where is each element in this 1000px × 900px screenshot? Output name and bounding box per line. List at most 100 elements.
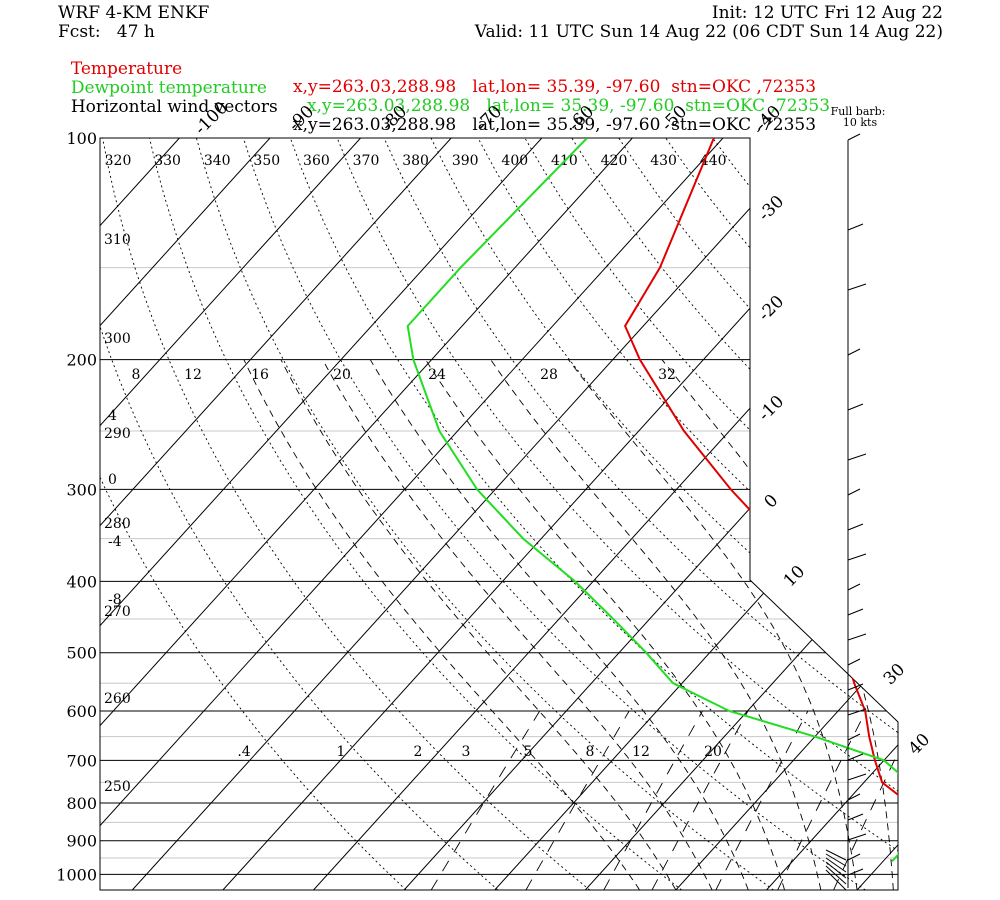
theta-label: 370	[353, 153, 380, 169]
legend-wind: Horizontal wind vectors x,y=263.03,288.9…	[60, 80, 816, 134]
wind-barb	[847, 683, 864, 691]
temperature-label: 30	[880, 660, 909, 689]
wind-barb	[847, 753, 864, 761]
isotherm	[131, 138, 814, 890]
pressure-label: 1000	[56, 865, 97, 884]
legend-temperature-label: Temperature	[70, 59, 183, 79]
wind-barb	[825, 849, 847, 861]
dewpoint-profile	[406, 138, 898, 862]
pressure-label: 600	[66, 702, 97, 721]
isotherm	[766, 138, 898, 890]
mixing-ratio-line	[715, 710, 809, 890]
isotherm	[403, 138, 898, 890]
dry-adiabat	[618, 138, 898, 890]
dry-adiabat	[994, 138, 1000, 890]
temperature-label: 40	[905, 730, 934, 759]
mixing-ratio-line	[430, 710, 541, 890]
theta-label: 390	[452, 153, 479, 169]
theta-left-label: 280	[104, 516, 131, 532]
temperature-label: -50	[658, 102, 692, 136]
wind-barb	[847, 853, 861, 861]
temperature-label: 10	[780, 562, 809, 591]
isotherm	[222, 138, 898, 890]
wind-barb	[847, 813, 864, 821]
legend-dewpoint-label: Dewpoint temperature	[70, 78, 267, 98]
pressure-label: 900	[66, 832, 97, 851]
wind-barb	[847, 523, 864, 531]
isotherm	[675, 138, 898, 890]
isotherm	[100, 138, 180, 890]
mixing-ratio-label: 20	[704, 744, 722, 760]
mixing-ratio-label: .4	[237, 744, 250, 760]
legend-dewpoint: Dewpoint temperature x,y=263.03,288.98 l…	[60, 61, 830, 115]
dry-adiabat	[242, 138, 866, 890]
theta-e-label: 16	[251, 367, 269, 383]
theta-left-label: 260	[104, 691, 131, 707]
barb-legend-title: Full barb:	[831, 105, 886, 118]
model-title: WRF 4-KM ENKF	[58, 3, 210, 23]
theta-label: 320	[105, 153, 132, 169]
mixing-ratio-label: 1	[337, 744, 346, 760]
theta-left-label: 310	[104, 232, 131, 248]
legend-wind-info: x,y=263.03,288.98 lat,lon= 35.39, -97.60…	[293, 115, 817, 135]
wind-barb	[847, 403, 864, 411]
valid-time: Valid: 11 UTC Sun 14 Aug 22 (06 CDT Sun …	[474, 22, 943, 42]
theta-label: 420	[601, 153, 628, 169]
dry-adiabat	[100, 138, 499, 890]
wind-barb	[847, 773, 867, 781]
theta-label: 430	[650, 153, 677, 169]
temperature-label: -20	[755, 292, 789, 326]
moist-adiabat	[369, 359, 749, 890]
dry-adiabat	[806, 138, 898, 890]
dry-adiabat	[195, 138, 774, 890]
theta-e-left-label: 0	[108, 472, 117, 488]
temperature-label: -60	[565, 102, 599, 136]
wind-barb	[847, 283, 867, 291]
pressure-label: 200	[66, 351, 97, 370]
temperature-label: -80	[378, 102, 412, 136]
theta-label: 330	[154, 153, 181, 169]
moist-adiabat	[322, 359, 713, 890]
dry-adiabat	[900, 138, 1000, 890]
isotherm	[313, 138, 898, 890]
theta-e-label: 32	[658, 367, 676, 383]
wind-barb	[847, 633, 867, 641]
theta-label: 360	[303, 153, 330, 169]
moist-adiabat	[771, 359, 898, 890]
forecast-hour: Fcst: 47 h	[58, 22, 155, 42]
pressure-label: 300	[66, 480, 97, 499]
theta-e-left-label: -4	[108, 534, 122, 550]
wind-barb	[825, 861, 847, 879]
pressure-label: 400	[66, 572, 97, 591]
temperature-label: -30	[755, 192, 789, 226]
theta-label: 380	[402, 153, 429, 169]
isotherm	[948, 138, 1000, 890]
isotherm	[856, 138, 898, 890]
moist-adiabat	[243, 359, 640, 890]
wind-barb	[847, 833, 867, 841]
moist-adiabat	[280, 359, 677, 890]
legend-dewpoint-info: x,y=263.03,288.98 lat,lon= 35.39, -97.60…	[307, 96, 831, 116]
barb-legend-units: 10 kts	[843, 116, 878, 129]
dry-adiabat	[665, 138, 898, 890]
mixing-ratio-line	[777, 710, 867, 890]
dry-adiabat	[947, 138, 1000, 890]
mixing-ratio-label: 5	[524, 744, 533, 760]
temperature-label: -90	[285, 102, 319, 136]
theta-e-left-label: 4	[108, 408, 117, 424]
wind-barb	[847, 223, 864, 231]
theta-e-left-label: -8	[108, 592, 122, 608]
wind-barb	[847, 553, 867, 561]
isotherm	[100, 138, 361, 890]
theta-label: 400	[501, 153, 528, 169]
mixing-ratio-line	[833, 710, 898, 890]
wind-barb	[847, 733, 861, 741]
theta-e-label: 24	[428, 367, 446, 383]
legend-temperature: Temperature x,y=263.03,288.98 lat,lon= 3…	[60, 42, 816, 96]
pressure-label: 800	[66, 794, 97, 813]
mixing-ratio-label: 2	[414, 744, 423, 760]
dry-adiabat	[149, 138, 682, 890]
theta-label: 350	[253, 153, 280, 169]
isotherm	[0, 138, 89, 890]
wind-barb	[847, 658, 861, 666]
